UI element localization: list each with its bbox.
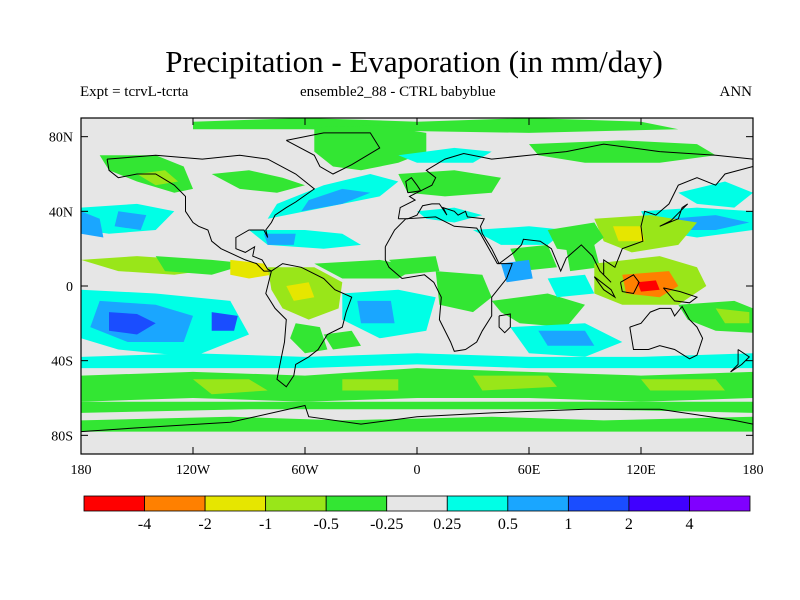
colorbar-swatch [83, 495, 145, 512]
coastline-japan [659, 203, 689, 227]
colorbar-label: -0.25 [370, 516, 403, 533]
colorbar-swatch [689, 495, 751, 512]
colorbar-swatch [628, 495, 690, 512]
y-tick-label: 80S [51, 429, 73, 444]
field-region-southern-storm-core-atlantic [342, 379, 399, 391]
colorbar-swatch [144, 495, 206, 512]
field-region-southern-subtrop-band [81, 353, 753, 369]
colorbar-swatch [507, 495, 569, 512]
colorbar-swatch [265, 495, 327, 512]
field-region-maritime-center [637, 280, 660, 292]
coastline-madagascar [498, 313, 511, 334]
field-region-kamchatka [678, 181, 753, 208]
field-region-north-pacific-east [114, 211, 147, 230]
y-tick-label: 0 [66, 280, 73, 295]
field-region-antarctic-margin [81, 416, 753, 432]
field-region-atlantic-itcz [314, 259, 417, 279]
field-region-arctic-atlantic [398, 147, 492, 163]
field-region-arabian-dry [501, 259, 533, 283]
chart-title: Precipitation - Evaporation (in mm/day) [165, 44, 663, 79]
coastline-australia [629, 305, 704, 360]
field-region-greenland-north-atlantic [314, 125, 427, 171]
field-region-east-asia-core [613, 226, 645, 242]
colorbar-label: 0.25 [433, 516, 461, 533]
field-region-amazon-core [286, 282, 315, 301]
x-tick-label: 180 [743, 463, 764, 478]
y-tick-label: 40S [51, 355, 73, 370]
field-region-east-asia [594, 215, 697, 253]
colorbar-swatch [386, 495, 448, 512]
coastline-new-zealand [730, 349, 751, 373]
field-region-east-indian [547, 274, 595, 298]
field-region-europe [398, 170, 501, 197]
x-tick-label: 120W [176, 463, 211, 478]
field-region-southern-storm-track [81, 368, 753, 402]
field-region-africa-west [389, 256, 440, 275]
y-tick-label: 80N [49, 131, 73, 146]
field-region-itcz-east [155, 256, 249, 275]
field-region-north-atlantic-subtrop-core [263, 233, 296, 245]
x-tick-label: 60E [518, 463, 541, 478]
colorbar-label: -1 [259, 516, 272, 533]
field-region-bay-of-bengal [566, 244, 600, 272]
coastline-greenland [286, 132, 381, 175]
coastline-antarctica [81, 404, 753, 433]
field-region-south-pacific-dry [211, 312, 238, 331]
field-region-wp-south [678, 300, 753, 333]
field-region-south-indian-sub-core [538, 330, 595, 346]
colorbar-swatch [446, 495, 509, 512]
coastline-north-america [106, 154, 316, 272]
colorbar-label: -0.5 [314, 516, 339, 533]
colorbar-label: 0.5 [498, 516, 518, 533]
field-region-southern-storm-core-indian [473, 375, 557, 391]
colorbar-label: -4 [138, 516, 151, 533]
colorbar-label: 2 [625, 516, 633, 533]
field-region-east-pacific-south-deep [109, 312, 156, 335]
field-region-middle-east [473, 226, 567, 245]
axis-ticks: 180 120W 60W 0 60E 120E 180 80N 40N 0 40S 80S [49, 118, 764, 478]
coastline-uk [405, 177, 422, 194]
coastline-sumatra [593, 276, 617, 299]
field-region-canada-east [211, 170, 305, 193]
field-region-indian-ocean-sw [491, 293, 585, 328]
coastline-south-america [265, 263, 353, 388]
field-region-siberia [529, 140, 716, 163]
colorbar-swatch [567, 495, 630, 512]
x-tick-label: 60W [291, 463, 319, 478]
colorbar-swatch [204, 495, 267, 512]
field-layer [81, 118, 753, 432]
run-label: ensemble2_88 - CTRL babyblue [300, 84, 496, 100]
x-tick-label: 120E [626, 463, 656, 478]
field-region-north-atlantic-core [301, 188, 371, 212]
colorbar-label: -2 [198, 516, 211, 533]
colorbar-swatch [325, 495, 388, 512]
field-region-southern-storm-core-pacific [193, 379, 268, 395]
colorbar-label: 4 [685, 516, 693, 533]
colorbar: -4 -2 -1 -0.5 -0.25 0.25 0.5 1 2 4 [83, 495, 751, 533]
coastline-africa [384, 216, 513, 352]
field-region-wp-south-core [715, 308, 750, 324]
field-region-south-atlantic-tropic-core [357, 300, 395, 324]
x-tick-label: 0 [414, 463, 421, 478]
y-tick-label: 40N [49, 205, 73, 220]
experiment-label: Expt = tcrvL-tcrta [80, 84, 189, 100]
colorbar-label: 1 [564, 516, 572, 533]
field-region-south-america-south [290, 323, 328, 354]
coastline-eurasia [397, 143, 753, 283]
season-label: ANN [719, 84, 753, 100]
coastline-new-guinea [663, 287, 699, 304]
field-region-south-atlantic-conv [323, 330, 361, 350]
field-region-north-pacific-west [81, 211, 104, 238]
field-region-southern-storm-south [81, 401, 753, 413]
field-region-central-america [230, 259, 272, 279]
coastline-borneo [620, 274, 640, 295]
coastline-layer [81, 132, 753, 433]
field-region-africa-congo [435, 271, 492, 313]
x-tick-label: 180 [71, 463, 92, 478]
field-region-southern-storm-core-east [641, 379, 725, 391]
field-region-tibet-india [547, 222, 604, 253]
